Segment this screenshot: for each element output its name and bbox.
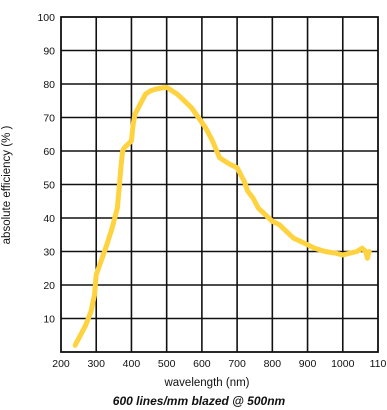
y-tick-label: 80 <box>43 79 55 91</box>
efficiency-curve <box>72 84 372 348</box>
chart-caption: 600 lines/mm blazed @ 500nm <box>113 394 286 408</box>
curve-layer <box>72 84 372 348</box>
x-tick-label: 400 <box>123 358 141 370</box>
x-tick-label: 600 <box>193 358 211 370</box>
plot-frame <box>60 16 379 353</box>
x-tick-label: 700 <box>228 358 246 370</box>
x-tick-label: 300 <box>87 358 105 370</box>
y-tick-label: 90 <box>43 46 55 58</box>
x-tick-label: 800 <box>264 358 282 370</box>
x-tick-label: 200 <box>52 358 70 370</box>
x-tick-label: 110 <box>370 358 387 370</box>
y-tick-label: 10 <box>43 314 55 326</box>
y-tick-label: 60 <box>43 146 55 158</box>
y-axis-title: absolute efficiency (% ) <box>1 125 13 244</box>
y-tick-label: 20 <box>43 280 55 292</box>
x-tick-label: 1000 <box>331 358 355 370</box>
y-tick-label: 100 <box>37 12 55 24</box>
y-tick-label: 50 <box>43 180 55 192</box>
x-tick-label: 900 <box>299 358 317 370</box>
grid-layer <box>60 16 379 353</box>
y-tick-label: 40 <box>43 213 55 225</box>
tick-layer: 10 20 30 40 50 60 70 80 90 100 200 300 400 500 600 700 8… <box>37 12 386 370</box>
x-tick-label: 500 <box>158 358 176 370</box>
y-tick-label: 70 <box>43 113 55 125</box>
x-axis-title: wavelength (nm) <box>163 377 249 389</box>
y-tick-label: 30 <box>43 247 55 259</box>
